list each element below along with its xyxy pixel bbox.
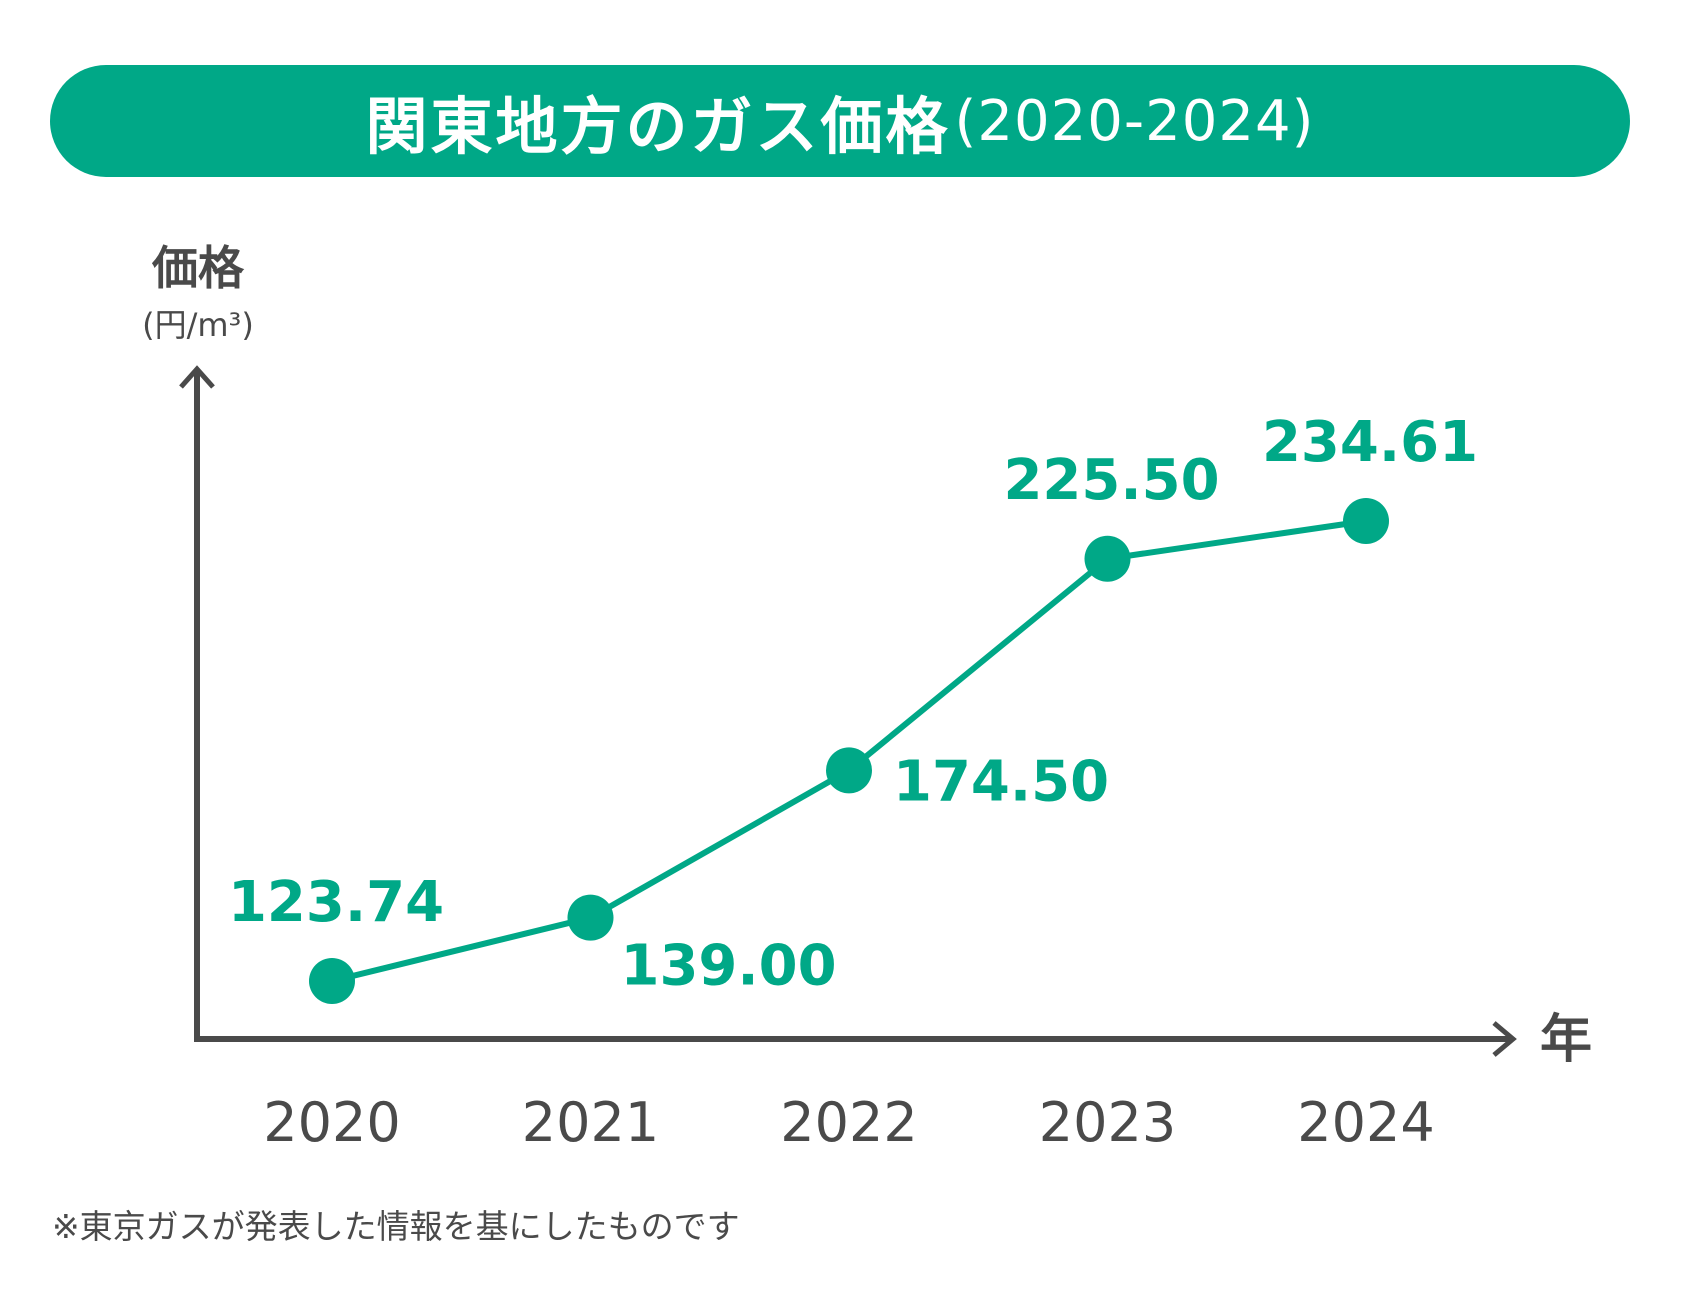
title-banner: 関東地方のガス価格 (2020-2024) [50,65,1630,177]
data-point [309,958,355,1004]
x-tick-labels: 2020 2021 2022 2023 2024 [263,1091,1434,1154]
data-label: 225.50 [1003,448,1219,513]
data-label: 234.61 [1262,410,1478,475]
data-label: 139.00 [621,934,837,999]
x-tick-label: 2023 [1039,1091,1176,1154]
footnote: ※東京ガスが発表した情報を基にしたものです [52,1207,740,1246]
x-tick-label: 2020 [263,1091,400,1154]
data-point [1084,535,1131,582]
data-labels: 123.74 139.00 174.50 225.50 234.61 [228,410,1478,999]
x-tick-label: 2022 [780,1091,917,1154]
data-label: 174.50 [893,749,1109,814]
data-point [826,747,872,794]
chart-title-range: (2020-2024) [954,88,1315,154]
x-axis-label: 年 [1540,1010,1592,1070]
x-tick-label: 2021 [522,1091,659,1154]
data-points [309,498,1389,1004]
chart-title: 関東地方のガス価格 [365,90,951,163]
y-axis-unit: (円/m³) [142,306,254,344]
data-label: 123.74 [228,870,444,935]
data-point [567,894,614,941]
y-axis-label: 価格 [151,241,245,295]
x-axis-arrow-icon [1492,1021,1517,1057]
y-axis-arrow-icon [179,365,215,389]
x-tick-label: 2024 [1297,1091,1434,1154]
data-point [1343,498,1389,544]
